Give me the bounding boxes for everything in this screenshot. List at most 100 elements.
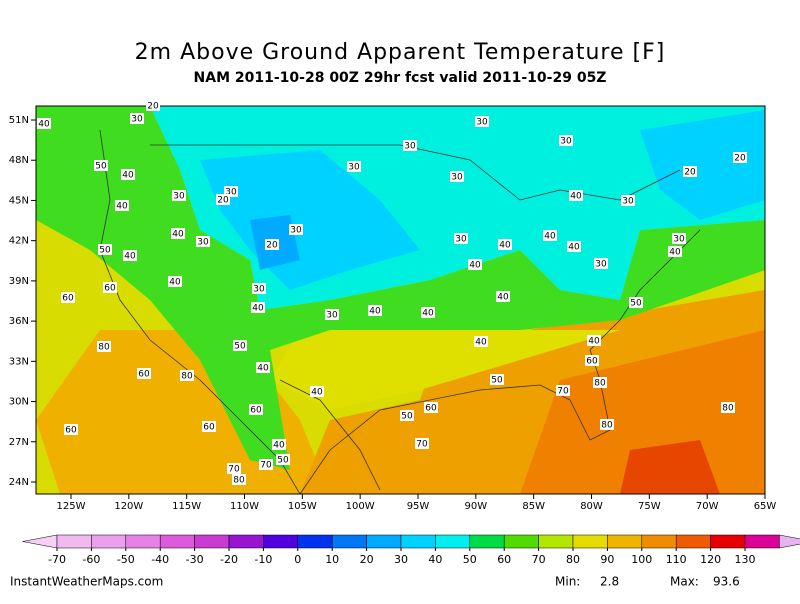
contour-label-box: [600, 419, 614, 430]
contour-label: 70: [260, 461, 272, 471]
contour-label-box: [232, 474, 246, 485]
contour-label: 40: [499, 241, 511, 251]
contour-label-box: [496, 291, 510, 302]
lon-label: 90W: [465, 501, 488, 512]
contour-label-box: [621, 195, 635, 206]
colorbar-segment: [125, 534, 161, 549]
colorbar-segment: [435, 534, 471, 549]
lat-label: 42N: [9, 236, 29, 247]
contour-label: 40: [568, 243, 580, 253]
contour-label: 60: [203, 423, 215, 433]
contour-label: 30: [290, 226, 302, 236]
contour-label: 20: [147, 102, 159, 112]
contour-label-box: [683, 166, 697, 177]
colorbar-segment: [228, 534, 264, 549]
contour-label-box: [569, 190, 583, 201]
colorbar-segment: [538, 534, 574, 549]
contour-label: 20: [734, 154, 746, 164]
contour-label-box: [400, 410, 414, 421]
colorbar-segment: [744, 534, 780, 549]
colorbar-segment: [297, 534, 333, 549]
contour-label-box: [94, 160, 108, 171]
colorbar-label: 80: [566, 553, 580, 566]
colorbar-segment: [675, 534, 711, 549]
contour-label: 60: [62, 294, 74, 304]
contour-label-box: [368, 305, 382, 316]
contour-label: 70: [557, 387, 569, 397]
contour-label-box: [251, 302, 265, 313]
contour-label: 70: [228, 465, 240, 475]
contour-label-box: [490, 374, 504, 385]
lon-label: 110W: [230, 501, 259, 512]
contour-label: 40: [257, 364, 269, 374]
colorbar-label: 0: [294, 553, 301, 566]
contour-label-box: [424, 402, 438, 413]
contour-label: 30: [455, 235, 467, 245]
colorbar-label: 20: [360, 553, 374, 566]
contour-label-box: [672, 233, 686, 244]
colorbar-label: 70: [532, 553, 546, 566]
lat-label: 51N: [9, 115, 29, 126]
contour-label: 50: [234, 342, 246, 352]
contour-label: 40: [588, 337, 600, 347]
contour-label-box: [137, 368, 151, 379]
lat-label: 36N: [9, 316, 29, 327]
contour-label-box: [202, 421, 216, 432]
contour-label-box: [172, 190, 186, 201]
contour-label: 60: [250, 406, 262, 416]
contour-label: 40: [252, 304, 264, 314]
colorbar-label: 100: [631, 553, 652, 566]
contour-label-box: [587, 335, 601, 346]
lon-label: 125W: [57, 501, 86, 512]
contour-label-box: [272, 439, 286, 450]
contour-label-box: [668, 246, 682, 257]
contour-label-box: [37, 118, 51, 129]
contour-label: 40: [475, 338, 487, 348]
colorbar-label: 120: [700, 553, 721, 566]
contour-label: 80: [233, 476, 245, 486]
contour-label-box: [146, 100, 160, 111]
contour-label: 40: [172, 230, 184, 240]
contour-label: 40: [38, 120, 50, 130]
colorbar-end: [779, 534, 800, 549]
lat-label: 39N: [9, 276, 29, 287]
colorbar-label: 110: [666, 553, 687, 566]
subtitle: NAM 2011-10-28 00Z 29hr fcst valid 2011-…: [194, 70, 607, 86]
contour-label: 40: [273, 441, 285, 451]
contour-label: 60: [586, 357, 598, 367]
contour-label-box: [103, 282, 117, 293]
contour-label-box: [216, 194, 230, 205]
contour-label-box: [454, 233, 468, 244]
contour-label: 40: [469, 261, 481, 271]
contour-label: 30: [173, 192, 185, 202]
lat-label: 48N: [9, 155, 29, 166]
lat-label: 33N: [9, 356, 29, 367]
contour-label-box: [123, 250, 137, 261]
contour-label-box: [585, 355, 599, 366]
colorbar-label: -60: [82, 553, 100, 566]
contour-label-box: [450, 171, 464, 182]
lon-label: 80W: [580, 501, 603, 512]
border: [279, 379, 381, 491]
lon-label: 75W: [638, 501, 661, 512]
contour-label: 30: [451, 173, 463, 183]
contour-label-box: [249, 404, 263, 415]
contour-label: 50: [401, 412, 413, 422]
contour-label: 80: [594, 379, 606, 389]
contour-label-box: [196, 236, 210, 247]
colorbar-segment: [366, 534, 402, 549]
contour-label: 30: [348, 163, 360, 173]
contour-label-box: [97, 341, 111, 352]
contour-label-box: [629, 297, 643, 308]
contour-label-box: [468, 259, 482, 270]
colorbar-label: -30: [186, 553, 204, 566]
contour-label: 40: [497, 293, 509, 303]
contour-label-box: [98, 244, 112, 255]
contour-label-box: [421, 307, 435, 318]
contour-label: 70: [416, 440, 428, 450]
contour-label-box: [227, 463, 241, 474]
contour-label: 40: [311, 388, 323, 398]
lat-label: 24N: [9, 477, 29, 488]
max-value: 93.6: [713, 575, 740, 589]
